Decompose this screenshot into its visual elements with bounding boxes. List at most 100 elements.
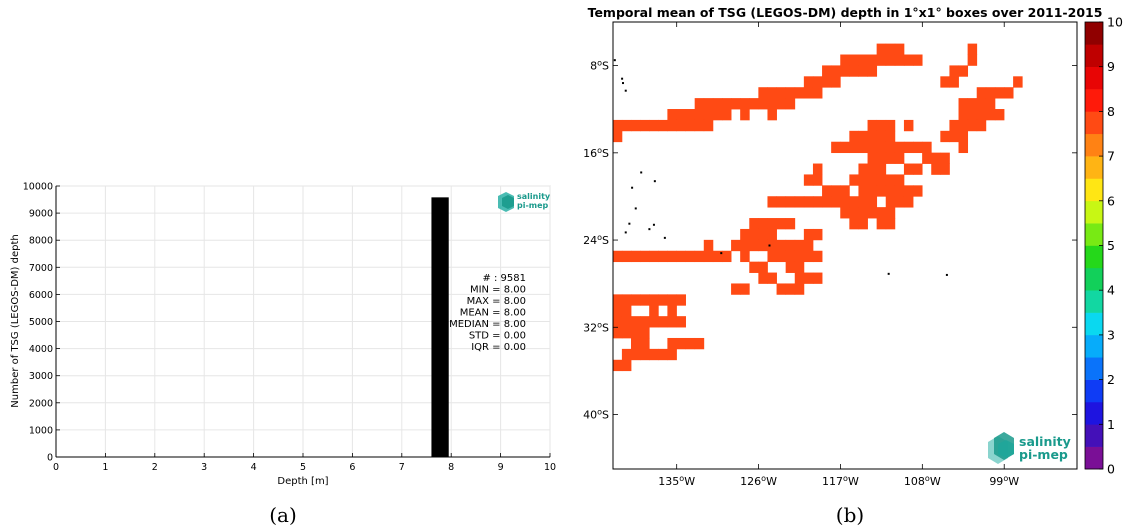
map-cell [621, 250, 632, 263]
colorbar [1085, 22, 1103, 470]
map-cell [858, 54, 868, 66]
map-cell [894, 152, 905, 164]
map-island [652, 223, 655, 226]
map-cell [876, 163, 887, 175]
map-lat-tick-label: 24oS [583, 233, 609, 247]
histogram-x-tick-label: 4 [251, 462, 257, 473]
colorbar-segment [1085, 178, 1103, 202]
map-cell [767, 196, 777, 208]
map-lon-tick-degree-sign: o [761, 474, 766, 483]
map-cell [612, 359, 623, 372]
map-cell [967, 54, 978, 66]
histogram-x-ticks: 0 1 2 3 4 5 6 7 8 9 10 [53, 453, 556, 473]
map-cell [967, 43, 978, 55]
map-cell [949, 76, 959, 88]
map-cell [685, 119, 696, 132]
histogram-y-tick-label: 10000 [23, 182, 53, 193]
salinity-logo-line1: salinity [1019, 434, 1071, 449]
map-cell [621, 359, 632, 372]
map-cell [885, 54, 896, 66]
map-cell [949, 119, 959, 132]
map-lon-tick-degree-sign: o [925, 474, 930, 483]
colorbar-tick-label: 8 [1107, 104, 1115, 119]
map-cell [812, 196, 823, 208]
map-cell [785, 239, 796, 252]
map-cell [858, 163, 868, 175]
map-cell [876, 152, 887, 164]
map-land-islands [613, 59, 948, 276]
colorbar-segment [1085, 379, 1103, 403]
colorbar-segment [1085, 44, 1103, 67]
map-cell [667, 305, 677, 317]
histogram-x-tick-label: 8 [448, 462, 454, 473]
map-lat-tick-label: 32oS [583, 320, 609, 334]
map-cell [885, 185, 896, 197]
map-cell [621, 305, 632, 317]
map-cell [703, 250, 714, 263]
histogram-y-axis-label: Number of TSG (LEGOS-DM) depth [10, 234, 21, 407]
map-cell [658, 316, 668, 328]
map-cell [812, 87, 823, 99]
map-cell [794, 196, 805, 208]
map-cell [667, 119, 677, 132]
map-island [887, 272, 890, 275]
histogram-logo: salinity pi-mep [498, 192, 551, 212]
map-cell [721, 98, 732, 110]
map-cell [740, 98, 750, 110]
map-lat-tick-deg: 40 [583, 408, 597, 421]
map-cell [694, 109, 705, 121]
map-cell [849, 141, 859, 154]
map-cell [976, 87, 987, 99]
map-cell [640, 316, 650, 328]
map-cell [867, 65, 878, 77]
map-cell [976, 119, 987, 132]
map-cell [885, 207, 896, 219]
map-cell [903, 185, 914, 197]
map-cell [785, 87, 796, 99]
map-cell [758, 218, 768, 230]
map-cell [940, 163, 950, 175]
map-lat-tick-label: 16oS [583, 146, 609, 160]
map-cell [740, 228, 750, 241]
colorbar-segment [1085, 334, 1103, 358]
map-cell [649, 316, 659, 328]
histogram-stat-line: # : 9581 [482, 273, 526, 284]
map-cell [858, 174, 868, 186]
histogram-y-tick-label: 6000 [29, 290, 53, 301]
colorbar-segment [1085, 223, 1103, 246]
map-cell [958, 119, 969, 132]
histogram-bar [431, 197, 449, 457]
map-cell [649, 348, 659, 361]
map-cell [876, 185, 887, 197]
histogram-y-tick-label: 5000 [29, 317, 53, 328]
map-cell [776, 98, 787, 110]
colorbar-segment [1085, 156, 1103, 179]
map-cell [903, 119, 914, 132]
map-cell [749, 228, 759, 241]
map-cell [731, 283, 741, 295]
map-cell [849, 207, 859, 219]
map-cell [922, 141, 932, 154]
map-cell [794, 250, 805, 263]
map-cell [667, 294, 677, 306]
map-cell [876, 218, 887, 230]
map-cell [612, 119, 623, 132]
map-cell [676, 316, 686, 328]
map-island [945, 273, 948, 276]
histogram-y-tick-label: 3000 [29, 371, 53, 382]
map-cell [694, 337, 705, 350]
map-cell [676, 337, 686, 350]
map-lat-tick-deg: 16 [583, 147, 597, 160]
map-cell [658, 119, 668, 132]
map-cell [767, 228, 777, 241]
map-cell [994, 87, 1005, 99]
map-lat-tick-degree-sign: o [597, 59, 602, 68]
map-cell [931, 163, 941, 175]
map-cell [812, 76, 823, 88]
map-cell [958, 141, 969, 154]
map-cell [913, 141, 923, 154]
histogram-stat-line: MIN = 8.00 [470, 285, 526, 296]
colorbar-tick-label: 2 [1107, 372, 1115, 387]
map-cell [758, 98, 768, 110]
